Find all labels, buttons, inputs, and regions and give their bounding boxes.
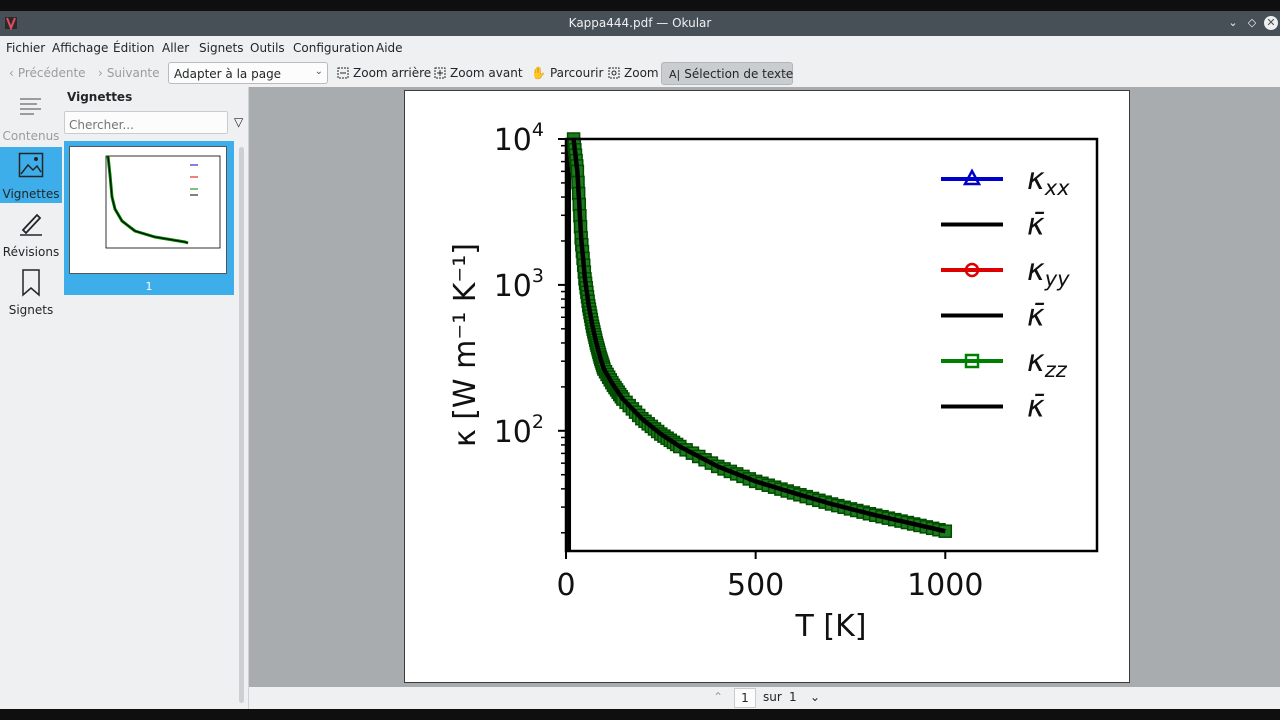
menu-signets[interactable]: Signets [199, 41, 244, 55]
menu-configuration[interactable]: Configuration [293, 41, 375, 55]
legend-label: κ̄ [1027, 299, 1045, 334]
legend: κxx κ̄ κyy κ̄ κzz κ̄ [941, 162, 1070, 425]
kbar-series-line [571, 139, 946, 534]
zoom-tool-button[interactable]: Zoom [608, 66, 659, 80]
page-number-input[interactable]: 1 [734, 688, 756, 708]
sidebar-item-label: Vignettes [2, 187, 60, 201]
maximize-icon[interactable]: ◇ [1247, 16, 1257, 29]
legend-triangle-marker [962, 168, 982, 186]
screen-bottom-edge [0, 709, 1280, 720]
hand-icon: ✋ [531, 66, 546, 80]
thumbnails-panel: Vignettes ▽ 1 [62, 87, 249, 709]
page-of-label: sur [763, 690, 782, 704]
text-selection-label: Sélection de texte [684, 67, 794, 81]
thumbnails-icon [18, 152, 44, 178]
y-tick-label: 104 [494, 119, 544, 158]
page-up-icon[interactable]: ⌃ [713, 690, 724, 704]
close-icon[interactable]: ✕ [1264, 16, 1278, 30]
thumbnail-page-number: 1 [145, 280, 153, 293]
zoom-mode-select[interactable]: Adapter à la page ⌄ [168, 62, 328, 84]
pdf-page[interactable]: 102 103 104 0 500 1000 T [K] κ [W m⁻¹ K⁻¹] κ… [404, 90, 1130, 683]
menu-affichage[interactable]: Affichage [52, 41, 109, 55]
y-tick-label: 102 [494, 411, 544, 450]
text-selection-button[interactable]: A| Sélection de texte ⌄ [661, 62, 793, 85]
thumbnail-page-1[interactable]: 1 [64, 141, 234, 295]
zoom-in-label: Zoom avant [450, 66, 523, 80]
legend-square-marker [964, 353, 980, 369]
x-tick-label: 1000 [907, 568, 983, 603]
menu-bar: Fichier Affichage Édition Aller Signets … [0, 36, 1280, 60]
thumbnails-panel-title: Vignettes [67, 90, 133, 104]
sidebar-item-label: Révisions [2, 245, 60, 259]
menu-fichier[interactable]: Fichier [6, 41, 46, 55]
chevron-right-icon: › [98, 66, 103, 80]
x-tick-label: 0 [556, 568, 575, 603]
legend-label: κ̄ [1027, 390, 1045, 425]
screen-top-edge [0, 0, 1280, 11]
next-page-label: Suivante [106, 66, 160, 80]
zoom-in-icon [434, 67, 446, 79]
okular-app-icon [5, 17, 17, 30]
zoom-mode-value: Adapter à la page [174, 67, 282, 81]
minimize-icon[interactable]: ⌄ [1228, 16, 1238, 29]
y-axis-label: κ [W m⁻¹ K⁻¹] [448, 243, 483, 447]
zoom-in-button[interactable]: Zoom avant [434, 66, 523, 80]
plot-frame [564, 137, 1099, 553]
filter-icon[interactable]: ▽ [234, 115, 244, 129]
zoom-tool-icon [608, 67, 620, 79]
menu-aide[interactable]: Aide [376, 41, 403, 55]
dropdown-arrow-icon[interactable]: ⌄ [782, 68, 789, 77]
thumbnail-image [69, 146, 227, 274]
thumbnail-plot [70, 147, 226, 273]
y-tick-label: 103 [494, 265, 544, 304]
legend-circle-marker [964, 262, 980, 278]
chevron-left-icon: ‹ [9, 66, 14, 80]
previous-page-label: Précédente [17, 66, 86, 80]
sidebar-item-reviews[interactable]: Révisions [0, 206, 62, 262]
page-total: 1 [789, 690, 797, 704]
y-axis: 102 103 104 [494, 119, 566, 534]
next-page-button[interactable]: › Suivante [98, 66, 160, 80]
zoom-out-button[interactable]: Zoom arrière [337, 66, 431, 80]
menu-outils[interactable]: Outils [250, 41, 285, 55]
bookmark-icon [22, 269, 40, 297]
x-axis-label: T [K] [795, 609, 867, 644]
browse-label: Parcourir [549, 66, 604, 80]
legend-label: κxx [1027, 162, 1070, 200]
contents-icon [20, 98, 41, 115]
plot-curves [566, 132, 953, 551]
sidebar-item-thumbnails[interactable]: Vignettes [0, 147, 62, 203]
zoom-out-label: Zoom arrière [353, 66, 432, 80]
sidebar-item-label: Signets [8, 303, 54, 317]
legend-label: κ̄ [1027, 208, 1045, 243]
sidebar-item-label: Contenus [2, 129, 60, 143]
menu-edition[interactable]: Édition [113, 41, 155, 55]
browse-tool-button[interactable]: ✋ Parcourir [531, 66, 603, 80]
kzz-series-line [567, 139, 947, 538]
x-tick-label: 500 [727, 568, 784, 603]
zoom-tool-label: Zoom [624, 66, 659, 80]
sidebar-item-bookmarks[interactable]: Signets [0, 264, 62, 320]
window-titlebar[interactable]: Kappa444.pdf — Okular ⌄ ◇ ✕ [0, 11, 1280, 36]
text-cursor-icon: A| [669, 67, 681, 81]
legend-label: κzz [1027, 344, 1068, 382]
sidebar-item-contents[interactable]: Contenus [0, 89, 62, 145]
kappa-plot: 102 103 104 0 500 1000 T [K] κ [W m⁻¹ K⁻¹] κ… [448, 119, 1099, 644]
window-title: Kappa444.pdf — Okular [568, 16, 712, 30]
legend-label: κyy [1027, 253, 1070, 291]
main-toolbar: ‹ Précédente › Suivante Adapter à la pag… [0, 60, 1280, 88]
chevron-down-icon: ⌄ [314, 66, 323, 77]
page-down-icon[interactable]: ⌄ [810, 690, 821, 704]
pen-icon [20, 213, 42, 236]
zoom-out-icon [337, 67, 349, 79]
thumbnails-scrollbar[interactable] [239, 147, 244, 703]
previous-page-button[interactable]: ‹ Précédente [9, 66, 86, 80]
thumbnail-search-input[interactable] [64, 111, 228, 134]
text-selection-content: A| Sélection de texte [669, 67, 793, 81]
x-axis: 0 500 1000 [556, 551, 983, 603]
menu-aller[interactable]: Aller [162, 41, 190, 55]
sidebar: Contenus Vignettes Révisions Signets [0, 87, 63, 709]
page-status-bar: ⌃ sur 1 ⌄ [249, 687, 1280, 709]
